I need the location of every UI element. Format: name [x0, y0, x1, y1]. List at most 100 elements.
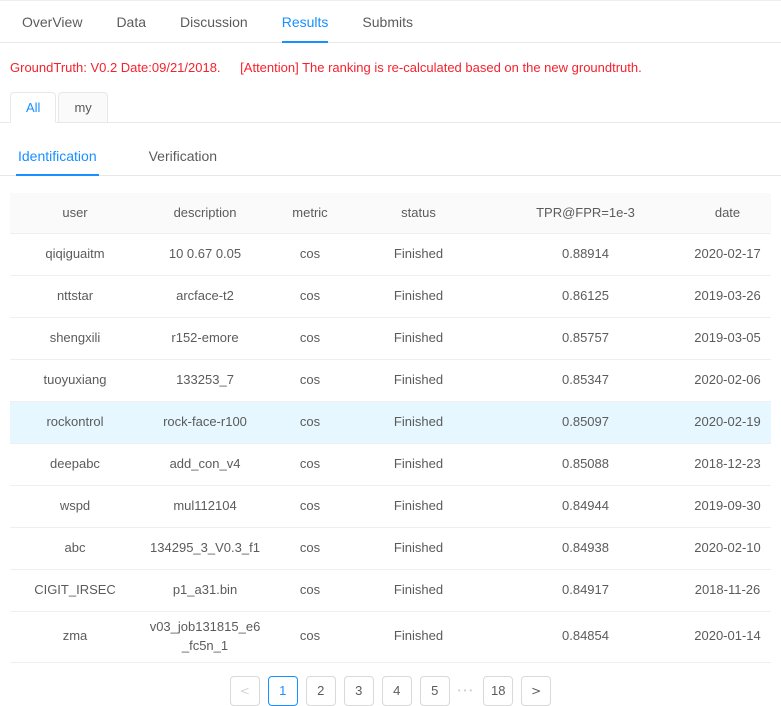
cell-status: Finished	[393, 246, 444, 262]
cell-tpr: 0.84944	[562, 498, 609, 514]
table-row[interactable]: wspd mul112104 cos Finished 0.84944 2019…	[10, 485, 771, 527]
cell-description: add_con_v4	[169, 456, 241, 472]
cell-metric: cos	[299, 456, 321, 472]
cell-description: rock-face-r100	[163, 414, 247, 430]
pagination-page-4[interactable]: 4	[381, 675, 412, 706]
tab-discussion[interactable]: Discussion	[180, 14, 248, 30]
scope-tab-my[interactable]: my	[58, 92, 108, 123]
cell-description: 134295_3_V0.3_f1	[150, 540, 260, 556]
table-row[interactable]: CIGIT_IRSEC p1_a31.bin cos Finished 0.84…	[10, 569, 771, 611]
cell-metric: cos	[299, 372, 321, 388]
task-tab-identification[interactable]: Identification	[16, 139, 99, 176]
cell-status: Finished	[393, 628, 444, 644]
cell-date: 2019-03-26	[694, 288, 761, 304]
cell-status: Finished	[393, 288, 444, 304]
cell-description: v03_job131815_e6_fc5n_1	[149, 619, 261, 653]
cell-tpr: 0.85088	[562, 456, 609, 472]
cell-date: 2020-01-14	[694, 628, 761, 644]
cell-user: wspd	[59, 498, 91, 514]
attention-text: [Attention] The ranking is re-calculated…	[240, 60, 642, 75]
pagination-page-2[interactable]: 2	[305, 675, 336, 706]
cell-status: Finished	[393, 330, 444, 346]
table-row[interactable]: tuoyuxiang 133253_7 cos Finished 0.85347…	[10, 359, 771, 401]
table-row[interactable]: deepabc add_con_v4 cos Finished 0.85088 …	[10, 443, 771, 485]
pagination-page-5[interactable]: 5	[419, 675, 450, 706]
cell-date: 2019-09-30	[694, 498, 761, 514]
column-header-user: user	[62, 204, 88, 220]
cell-metric: cos	[299, 330, 321, 346]
cell-user: rockontrol	[46, 414, 104, 430]
groundtruth-version-text: GroundTruth: V0.2 Date:09/21/2018.	[10, 60, 221, 75]
tab-submits[interactable]: Submits	[362, 14, 413, 30]
cell-status: Finished	[393, 498, 444, 514]
pagination-ellipsis-icon[interactable]: •••	[457, 685, 476, 695]
table-header-row: user description metric status TPR@FPR=1…	[10, 193, 771, 233]
top-nav-tabs: OverView Data Discussion Results Submits	[0, 1, 781, 43]
cell-metric: cos	[299, 498, 321, 514]
cell-description: r152-emore	[171, 330, 239, 346]
cell-user: nttstar	[56, 288, 94, 304]
cell-user: abc	[64, 540, 86, 556]
table-row[interactable]: nttstar arcface-t2 cos Finished 0.86125 …	[10, 275, 771, 317]
table-row-selected[interactable]: rockontrol rock-face-r100 cos Finished 0…	[10, 401, 771, 443]
task-tab-verification[interactable]: Verification	[148, 148, 218, 164]
cell-tpr: 0.84938	[562, 540, 609, 556]
scope-tabs: All my	[0, 92, 781, 123]
tab-overview[interactable]: OverView	[22, 14, 83, 30]
table-row[interactable]: zma v03_job131815_e6_fc5n_1 cos Finished…	[10, 611, 771, 663]
cell-description: arcface-t2	[176, 288, 234, 304]
cell-metric: cos	[299, 414, 321, 430]
cell-metric: cos	[299, 540, 321, 556]
task-tabs: Identification Verification	[0, 139, 781, 176]
tab-data[interactable]: Data	[116, 14, 147, 30]
groundtruth-alert: GroundTruth: V0.2 Date:09/21/2018. [Atte…	[10, 60, 771, 75]
cell-description: 133253_7	[176, 372, 234, 388]
column-header-tpr: TPR@FPR=1e-3	[536, 204, 635, 220]
tab-results[interactable]: Results	[281, 1, 329, 43]
pagination-page-1[interactable]: 1	[267, 675, 298, 706]
column-header-description: description	[173, 204, 237, 220]
table-row[interactable]: qiqiguaitm 10 0.67 0.05 cos Finished 0.8…	[10, 233, 771, 275]
pagination-prev-button[interactable]: <	[229, 675, 260, 706]
cell-tpr: 0.84917	[562, 582, 609, 598]
cell-status: Finished	[393, 582, 444, 598]
cell-tpr: 0.84854	[562, 628, 609, 644]
table-row[interactable]: shengxili r152-emore cos Finished 0.8575…	[10, 317, 771, 359]
cell-date: 2018-11-26	[694, 582, 761, 598]
pagination-next-button[interactable]: >	[521, 675, 552, 706]
cell-user: CIGIT_IRSEC	[34, 582, 116, 598]
chevron-right-icon: >	[531, 683, 542, 698]
chevron-left-icon: <	[239, 683, 250, 698]
cell-status: Finished	[393, 456, 444, 472]
cell-metric: cos	[299, 628, 321, 644]
column-header-metric: metric	[292, 204, 328, 220]
cell-user: deepabc	[50, 456, 100, 472]
cell-date: 2018-12-23	[694, 456, 761, 472]
cell-status: Finished	[393, 414, 444, 430]
scope-tab-all[interactable]: All	[10, 92, 57, 123]
cell-metric: cos	[299, 582, 321, 598]
cell-tpr: 0.88914	[562, 246, 609, 262]
cell-description: 10 0.67 0.05	[168, 246, 242, 262]
column-header-date: date	[714, 204, 741, 220]
cell-user: zma	[62, 628, 88, 644]
results-table: user description metric status TPR@FPR=1…	[10, 193, 771, 663]
cell-user: tuoyuxiang	[43, 372, 107, 388]
cell-date: 2020-02-10	[694, 540, 761, 556]
pagination-page-18[interactable]: 18	[483, 675, 514, 706]
cell-metric: cos	[299, 288, 321, 304]
cell-status: Finished	[393, 372, 444, 388]
cell-tpr: 0.85757	[562, 330, 609, 346]
cell-date: 2020-02-06	[694, 372, 761, 388]
cell-date: 2019-03-05	[694, 330, 761, 346]
pagination-page-3[interactable]: 3	[343, 675, 374, 706]
cell-user: shengxili	[49, 330, 101, 346]
column-header-status: status	[401, 204, 436, 220]
pagination: < 1 2 3 4 5 ••• 18 >	[0, 675, 781, 706]
cell-tpr: 0.85097	[562, 414, 609, 430]
cell-tpr: 0.86125	[562, 288, 609, 304]
cell-description: mul112104	[173, 498, 237, 514]
cell-date: 2020-02-19	[694, 414, 761, 430]
table-row[interactable]: abc 134295_3_V0.3_f1 cos Finished 0.8493…	[10, 527, 771, 569]
cell-date: 2020-02-17	[694, 246, 761, 262]
